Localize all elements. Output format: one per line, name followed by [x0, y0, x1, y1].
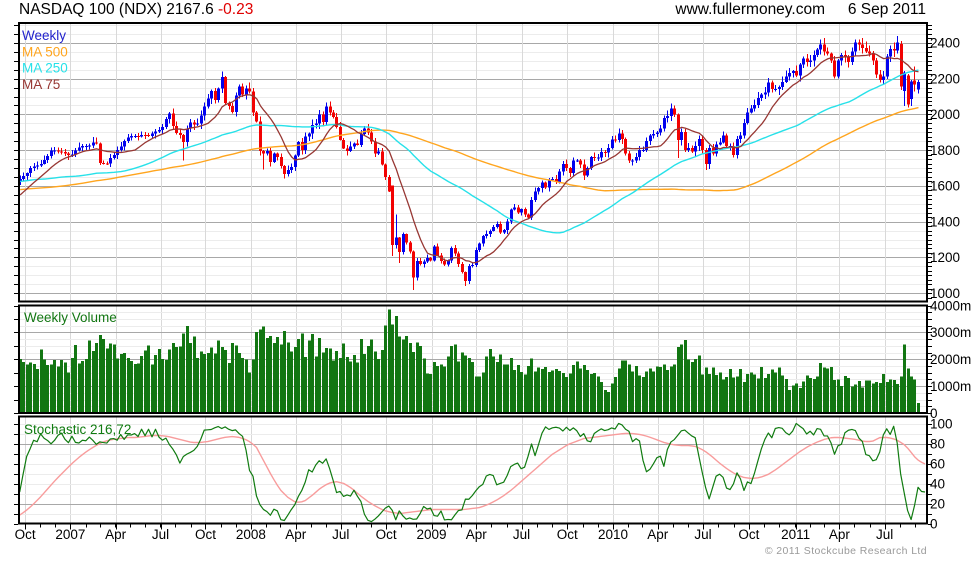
svg-text:4000m: 4000m [930, 298, 971, 313]
svg-text:1200: 1200 [930, 250, 960, 265]
svg-text:3000m: 3000m [930, 325, 971, 340]
svg-text:MA 250: MA 250 [22, 61, 68, 76]
svg-text:1600: 1600 [930, 179, 960, 194]
svg-text:80: 80 [930, 436, 945, 451]
svg-text:www.fullermoney.com: www.fullermoney.com [674, 1, 825, 18]
svg-text:Apr: Apr [829, 527, 851, 542]
svg-text:2007: 2007 [55, 527, 85, 542]
svg-text:Apr: Apr [105, 527, 127, 542]
svg-text:Apr: Apr [647, 527, 669, 542]
svg-text:40: 40 [930, 476, 945, 491]
svg-text:2400: 2400 [930, 36, 960, 51]
svg-text:MA 500: MA 500 [22, 45, 68, 60]
svg-text:MA 75: MA 75 [22, 77, 60, 92]
svg-text:Oct: Oct [15, 527, 36, 542]
svg-text:Oct: Oct [738, 527, 759, 542]
svg-text:0: 0 [930, 516, 938, 531]
svg-text:Oct: Oct [195, 527, 216, 542]
svg-text:Jul: Jul [513, 527, 530, 542]
svg-text:NASDAQ 100 (NDX) 2167.6 -0.23: NASDAQ 100 (NDX) 2167.6 -0.23 [19, 1, 253, 18]
svg-text:Jul: Jul [876, 527, 893, 542]
svg-text:Jul: Jul [694, 527, 711, 542]
svg-text:Apr: Apr [466, 527, 488, 542]
svg-text:2011: 2011 [781, 527, 810, 542]
svg-text:1800: 1800 [930, 143, 960, 158]
svg-text:2000: 2000 [930, 107, 960, 122]
svg-text:Weekly: Weekly [22, 28, 66, 43]
svg-text:60: 60 [930, 456, 945, 471]
svg-text:1400: 1400 [930, 214, 960, 229]
svg-text:2008: 2008 [236, 527, 266, 542]
svg-text:Apr: Apr [285, 527, 307, 542]
svg-text:Oct: Oct [376, 527, 397, 542]
svg-text:1000m: 1000m [930, 379, 971, 394]
svg-text:100: 100 [930, 416, 953, 431]
svg-text:2200: 2200 [930, 71, 960, 86]
svg-text:2010: 2010 [598, 527, 628, 542]
svg-text:2009: 2009 [417, 527, 447, 542]
svg-text:Jul: Jul [152, 527, 169, 542]
svg-text:Jul: Jul [332, 527, 349, 542]
svg-text:20: 20 [930, 496, 945, 511]
svg-text:1000: 1000 [930, 286, 960, 301]
svg-text:0: 0 [930, 406, 938, 421]
svg-text:6 Sep 2011: 6 Sep 2011 [848, 1, 926, 18]
svg-text:© 2011 Stockcube Research Ltd: © 2011 Stockcube Research Ltd [765, 545, 927, 557]
svg-text:2000m: 2000m [930, 352, 971, 367]
svg-text:Weekly Volume: Weekly Volume [24, 310, 117, 325]
svg-text:Stochastic 216,72: Stochastic 216,72 [24, 422, 131, 437]
svg-text:Oct: Oct [557, 527, 578, 542]
